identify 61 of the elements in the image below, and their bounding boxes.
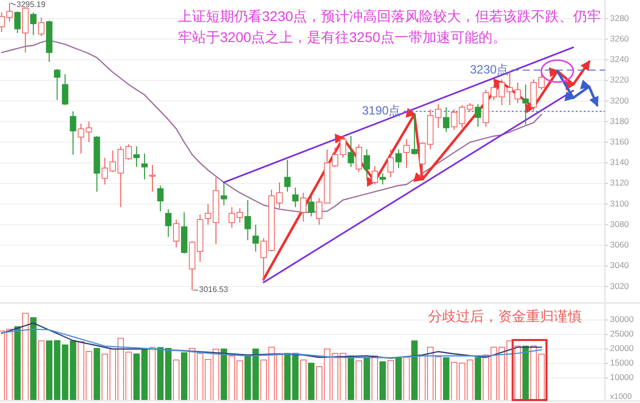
y-tick-label: 3020 — [610, 280, 630, 291]
y-tick-label: 10000 — [610, 372, 634, 382]
candlestick — [284, 159, 291, 192]
y-tick-label: 3200 — [610, 95, 630, 106]
candlestick — [30, 12, 37, 36]
candlestick — [300, 192, 306, 222]
y-tick-label: 3280 — [610, 12, 630, 23]
y-tick-label: 30000 — [610, 314, 634, 324]
candlestick — [348, 136, 354, 168]
candlestick — [474, 104, 482, 128]
candlestick — [364, 148, 370, 178]
candlestick — [244, 199, 251, 241]
candlestick — [522, 84, 529, 126]
candlestick — [276, 182, 283, 209]
candlestick — [443, 106, 450, 132]
candlestick — [395, 148, 402, 169]
candlestick — [411, 114, 418, 156]
annotation: 上证短期仍看3230点，预计冲高回落风险较大，但若该跌不跌、仍牢牢站于3200点之上，是有往3250点一带加速可能的。 — [178, 7, 602, 47]
y-tick-label: 3120 — [610, 178, 630, 188]
candlestick — [157, 185, 164, 212]
y-tick-label: 3100 — [610, 198, 630, 208]
ref-line-label: 3190点 — [362, 103, 401, 118]
candlestick — [141, 153, 148, 180]
candlestick — [538, 74, 545, 90]
y-tick-label: 3040 — [610, 260, 630, 270]
candlestick — [308, 195, 314, 217]
y-tick-label: 3080 — [610, 218, 630, 229]
candlestick — [204, 204, 212, 226]
y-axis-title: x1000 — [610, 392, 632, 401]
candlestick — [54, 68, 60, 100]
candlestick — [62, 74, 68, 106]
candlestick — [38, 17, 44, 37]
candlestick — [403, 138, 410, 169]
y-tick-label: 15000 — [610, 358, 634, 368]
y-tick-label: 3240 — [610, 54, 630, 64]
y-tick-label: 3160 — [610, 136, 630, 146]
candlestick — [372, 165, 378, 185]
candlestick — [387, 148, 394, 178]
line-series — [1, 322, 542, 359]
y-tick-label: 20000 — [610, 343, 634, 354]
annotation: 分歧过后，资金重归谨慎 — [428, 307, 583, 326]
candlestick — [165, 208, 172, 238]
annotation: 3016.53 — [199, 285, 229, 294]
y-tick-label: 3220 — [610, 74, 630, 85]
candlestick — [220, 182, 228, 206]
annotation: 3295.19 — [16, 0, 46, 10]
y-tick-label: 25000 — [610, 328, 634, 339]
candlestick — [379, 172, 386, 185]
y-tick-label: 3060 — [610, 240, 630, 250]
y-tick-label: 3260 — [610, 33, 630, 44]
candlestick — [252, 224, 259, 252]
candlestick — [133, 146, 140, 168]
y-tick-label: 3140 — [610, 157, 630, 168]
line-series — [1, 328, 542, 358]
candlestick — [14, 10, 21, 34]
candlestick — [356, 144, 362, 173]
candlestick — [292, 187, 299, 208]
candlestick — [173, 219, 180, 248]
y-tick-label: 3180 — [610, 116, 630, 126]
candlestick — [70, 110, 76, 156]
ref-line-label: 3230点 — [470, 62, 509, 76]
